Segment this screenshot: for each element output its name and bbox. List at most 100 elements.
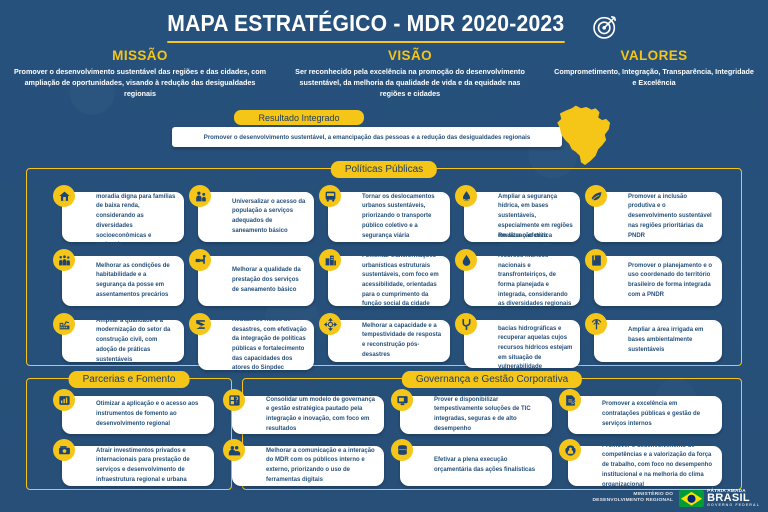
monitor-icon (391, 389, 413, 411)
card-text: Melhorar a comunicação e a interação do … (266, 447, 375, 483)
card-text: Preservar, conservar as bacias hidrográf… (498, 315, 573, 371)
card-text: Ampliar a provisão de moradia digna para… (96, 183, 176, 249)
card-politicas-1[interactable]: Ampliar a provisão de moradia digna para… (53, 184, 184, 248)
section-politicas-label: Políticas Públicas (330, 160, 438, 178)
card-politicas-14[interactable]: Preservar, conservar as bacias hidrográf… (455, 313, 580, 370)
construction-icon (53, 313, 75, 335)
card-text: Consolidar um modelo de governança e ges… (266, 396, 376, 432)
pipe-valve-icon (189, 249, 211, 271)
card-politicas-4[interactable]: Ampliar a segurança hídrica, em bases su… (455, 185, 580, 242)
card-text: Melhorar as condições de habitabilidade … (96, 262, 170, 298)
city-buildings-icon (319, 249, 341, 271)
card-parcerias-1[interactable]: Otimizar a aplicação e o acesso aos inst… (53, 389, 214, 434)
card-politicas-10[interactable]: Promover o planejamento e o uso coordena… (585, 249, 722, 306)
section-politicas-publicas: Políticas Públicas (26, 160, 742, 366)
card-text: Reduzir os riscos de desastres, com efet… (232, 316, 307, 372)
competency-icon (559, 439, 581, 461)
card-politicas-6[interactable]: Melhorar as condições de habitabilidade … (53, 249, 184, 306)
card-politicas-8[interactable]: Fomentar transformações urbanísticas est… (319, 249, 450, 307)
brasil-text: BRASIL (707, 492, 750, 505)
contract-icon (559, 389, 581, 411)
card-politicas-7[interactable]: Melhorar a qualidade da prestação dos se… (189, 249, 314, 306)
card-text: Ampliar a segurança hídrica, em bases su… (498, 193, 573, 239)
governo-federal-text: GOVERNO FEDERAL (707, 503, 760, 508)
card-text: Atrair investimentos privados e internac… (96, 447, 190, 483)
water-tap-icon (189, 185, 211, 207)
card-text: Prover e disponibilizar tempestivamente … (434, 396, 531, 432)
handshake-leaf-icon (585, 185, 607, 207)
resultado-integrado-text: Promover o desenvolvimento sustentável, … (203, 133, 531, 141)
river-basin-icon (455, 313, 477, 335)
card-governanca-2[interactable]: Prover e disponibilizar tempestivamente … (391, 389, 552, 434)
card-politicas-2[interactable]: Universalizar o acesso da população a se… (189, 185, 314, 242)
card-text: Ampliar a qualidade e a modernização do … (96, 317, 171, 363)
bus-icon (319, 185, 341, 207)
card-politicas-15[interactable]: Ampliar a área irrigada em bases ambient… (585, 313, 722, 362)
target-icon (592, 14, 618, 40)
card-politicas-12[interactable]: Reduzir os riscos de desastres, com efet… (189, 313, 314, 371)
card-governanca-5[interactable]: Efetivar a plena execução orçamentária d… (391, 439, 552, 486)
pillar-visao-title: VISÃO (387, 48, 432, 63)
card-governanca-6[interactable]: Promover o desenvolvimento de competênci… (559, 439, 722, 488)
card-politicas-3[interactable]: Tornar os deslocamentos urbanos sustentá… (319, 185, 450, 242)
card-text: Tornar os deslocamentos urbanos sustentá… (362, 193, 435, 239)
header: MAPA ESTRATÉGICO - MDR 2020-2023 MISSÃO … (0, 0, 768, 104)
card-politicas-5[interactable]: Promover a inclusão produtiva e o desenv… (585, 185, 722, 242)
title-row: MAPA ESTRATÉGICO - MDR 2020-2023 (0, 10, 768, 43)
brasil-wordmark: PÁTRIA AMADA BRASIL GOVERNO FEDERAL (707, 487, 760, 508)
card-text: Ampliar a área irrigada em bases ambient… (628, 327, 704, 353)
resultado-integrado-tab: Resultado Integrado (234, 110, 364, 125)
card-text: Universalizar o acesso da população a se… (232, 198, 306, 234)
pillar-missao: MISSÃO Promover o desenvolvimento susten… (0, 48, 280, 99)
family-icon (53, 249, 75, 271)
investment-icon (53, 439, 75, 461)
book-icon (585, 249, 607, 271)
section-governanca-gestao: Governança e Gestão Corporativa (242, 370, 742, 490)
card-text: Melhorar a capacidade e a tempestividade… (362, 322, 442, 358)
sinpdec-icon (189, 313, 211, 335)
card-parcerias-2[interactable]: Atrair investimentos privados e internac… (53, 439, 214, 486)
brasil-logo: PÁTRIA AMADA BRASIL GOVERNO FEDERAL (679, 487, 760, 508)
card-politicas-9[interactable]: Realizar o efetivo gerenciamento dos rec… (455, 233, 580, 327)
chart-growth-icon (53, 389, 75, 411)
section-parcerias-label: Parcerias e Fomento (68, 370, 190, 388)
pillar-valores-text: Comprometimento, Integração, Transparênc… (554, 67, 754, 88)
card-text: Efetivar a plena execução orçamentária d… (434, 457, 536, 473)
pillar-missao-text: Promover o desenvolvimento sustentável d… (13, 67, 267, 99)
brazil-map-icon (552, 103, 618, 169)
resultado-integrado-bar: Promover o desenvolvimento sustentável, … (172, 127, 562, 147)
card-politicas-11[interactable]: Ampliar a qualidade e a modernização do … (53, 313, 184, 363)
card-text: Promover o planejamento e o uso coordena… (628, 262, 713, 298)
card-politicas-13[interactable]: Melhorar a capacidade e a tempestividade… (319, 313, 450, 362)
water-drop-hand-icon (455, 185, 477, 207)
card-governanca-3[interactable]: Promover a excelência em contratações pú… (559, 389, 722, 434)
footer: MINISTÉRIO DO DESENVOLVIMENTO REGIONAL P… (592, 487, 760, 508)
card-text: Fomentar transformações urbanísticas est… (362, 252, 439, 308)
pillar-valores-title: VALORES (620, 48, 688, 63)
pillars: MISSÃO Promover o desenvolvimento susten… (0, 48, 768, 99)
irrigation-icon (585, 313, 607, 335)
section-governanca-label: Governança e Gestão Corporativa (401, 370, 583, 388)
ministry-label: MINISTÉRIO DO DESENVOLVIMENTO REGIONAL (592, 492, 673, 505)
ministry-line2: DESENVOLVIMENTO REGIONAL (592, 498, 674, 504)
pillar-valores: VALORES Comprometimento, Integração, Tra… (540, 48, 768, 99)
card-governanca-4[interactable]: Melhorar a comunicação e a interação do … (223, 439, 384, 486)
ministry-line1: MINISTÉRIO DO (633, 491, 674, 497)
card-governanca-1[interactable]: Consolidar um modelo de governança e ges… (223, 389, 384, 434)
card-text: Otimizar a aplicação e o acesso aos inst… (96, 401, 199, 427)
governance-icon (223, 389, 245, 411)
response-icon (319, 313, 341, 335)
budget-icon (391, 439, 413, 461)
house-icon (53, 185, 75, 207)
pillar-visao: VISÃO Ser reconhecido pela excelência na… (280, 48, 540, 99)
card-text: Promover a inclusão produtiva e o desenv… (628, 193, 712, 239)
card-text: Promover a excelência em contratações pú… (602, 401, 701, 427)
people-icon (223, 439, 245, 461)
pillar-missao-title: MISSÃO (112, 48, 168, 63)
card-text: Promover o desenvolvimento de competênci… (602, 442, 713, 488)
page-title: MAPA ESTRATÉGICO - MDR 2020-2023 (167, 10, 565, 43)
brazil-flag-icon (679, 489, 705, 507)
card-text: Melhorar a qualidade da prestação dos se… (232, 267, 301, 293)
pillar-visao-text: Ser reconhecido pela excelência na promo… (295, 67, 525, 99)
patria-amada-text: PÁTRIA AMADA (707, 487, 746, 493)
